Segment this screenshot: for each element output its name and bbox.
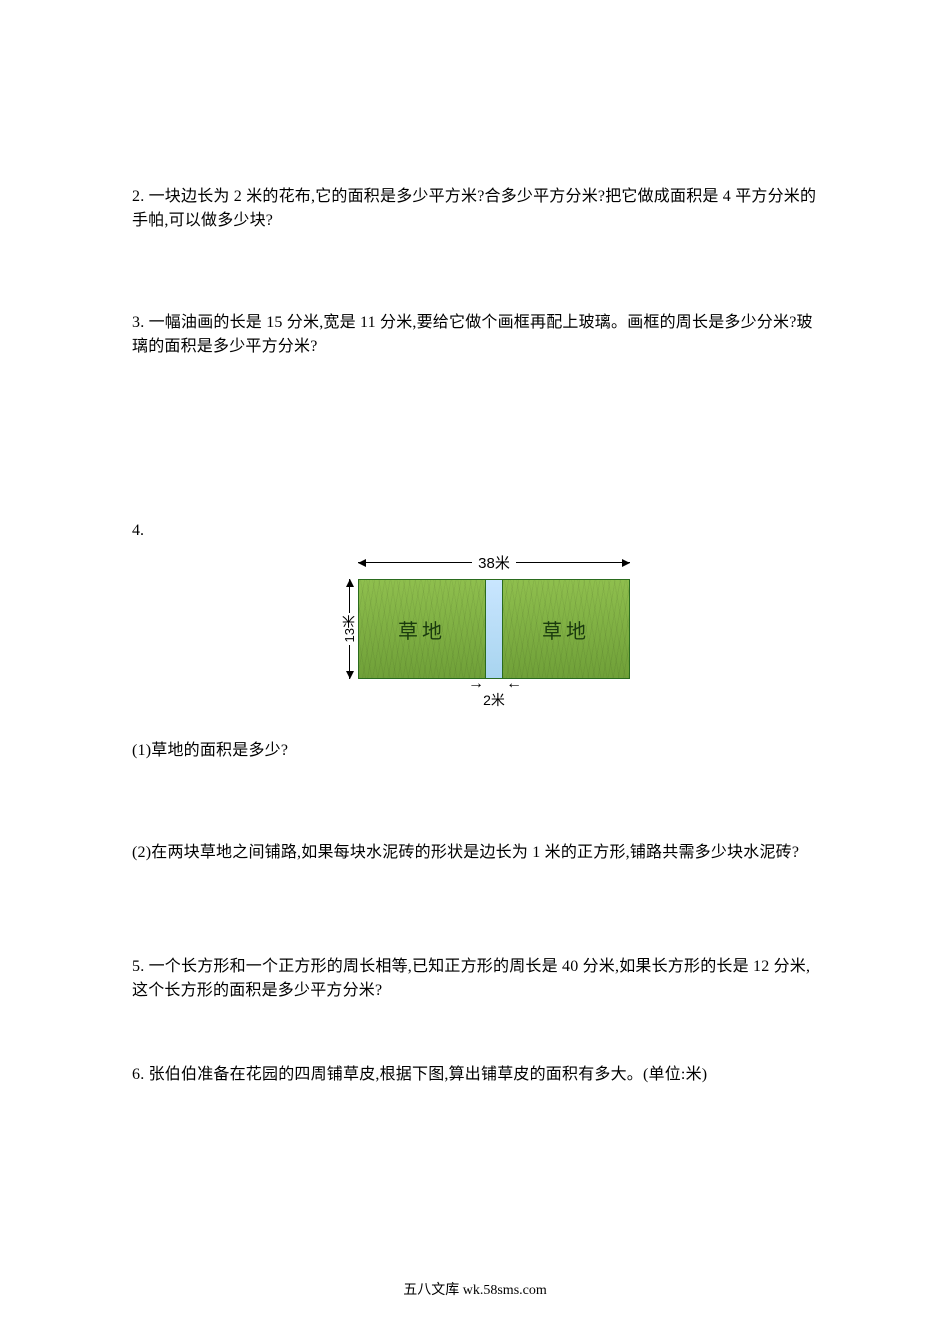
- problem-4-number: 4.: [132, 519, 818, 543]
- path-strip: [485, 580, 503, 678]
- grass-right: 草地: [503, 580, 629, 678]
- page: 2. 一块边长为 2 米的花布,它的面积是多少平方米?合多少平方分米?把它做成面…: [0, 0, 950, 1344]
- dim-bottom-label: 2米: [358, 690, 630, 710]
- dim-top-line-right: [516, 562, 630, 563]
- dim-bottom-tick-right: ←: [506, 679, 522, 689]
- problem-6: 6. 张伯伯准备在花园的四周铺草皮,根据下图,算出铺草皮的面积有多大。(单位:米…: [132, 1063, 818, 1087]
- grass-right-label: 草地: [542, 615, 590, 644]
- grass-box: 草地 草地: [358, 579, 630, 679]
- problem-4-diagram-wrap: 38米 13米 草地 草地 → ←: [132, 551, 818, 711]
- grass-left-label: 草地: [398, 615, 446, 644]
- dimension-top: 38米: [358, 551, 630, 573]
- problem-4-1: (1)草地的面积是多少?: [132, 739, 818, 763]
- dim-bottom-tick-left: →: [468, 679, 484, 689]
- dim-top-label: 38米: [472, 552, 516, 573]
- problem-4-diagram: 38米 13米 草地 草地 → ←: [310, 551, 640, 711]
- problem-2: 2. 一块边长为 2 米的花布,它的面积是多少平方米?合多少平方分米?把它做成面…: [132, 185, 818, 233]
- dim-top-line-left: [358, 562, 472, 563]
- grass-left: 草地: [359, 580, 485, 678]
- dim-left-label: 13米: [340, 613, 359, 644]
- dimension-left: 13米: [340, 579, 358, 679]
- dimension-bottom: → ← 2米: [358, 679, 630, 707]
- problem-5: 5. 一个长方形和一个正方形的周长相等,已知正方形的周长是 40 分米,如果长方…: [132, 955, 818, 1003]
- problem-4-2: (2)在两块草地之间铺路,如果每块水泥砖的形状是边长为 1 米的正方形,铺路共需…: [132, 841, 818, 865]
- footer-text: 五八文库 wk.58sms.com: [0, 1279, 950, 1299]
- problem-3: 3. 一幅油画的长是 15 分米,宽是 11 分米,要给它做个画框再配上玻璃。画…: [132, 311, 818, 359]
- dim-left-line-top: [349, 579, 350, 613]
- dim-left-line-bottom: [349, 645, 350, 679]
